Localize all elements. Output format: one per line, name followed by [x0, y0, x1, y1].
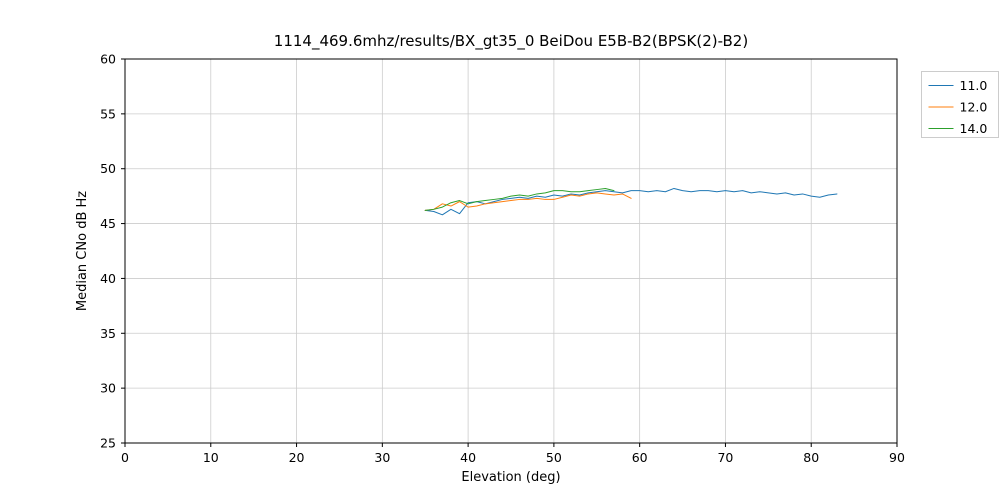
chart-title: 1114_469.6mhz/results/BX_gt35_0 BeiDou E…: [274, 32, 748, 51]
tick-layer: 0 10 20 30 40 50 60 70 80 90 25 30 35 40 45 50 55 60: [100, 52, 905, 466]
legend: 11.0 12.0 14.0: [921, 71, 999, 138]
x-tick-label: 90: [889, 450, 905, 465]
series-line-11.0: [424, 187, 838, 216]
series-layer: [424, 187, 838, 216]
x-tick-label: 20: [289, 450, 305, 465]
x-axis-label: Elevation (deg): [461, 470, 560, 485]
y-tick-label: 35: [100, 326, 116, 341]
x-tick-label: 50: [546, 450, 562, 465]
x-tick-label: 0: [121, 450, 129, 465]
y-tick-label: 45: [100, 216, 116, 231]
y-tick-label: 30: [100, 381, 116, 396]
x-tick-label: 70: [717, 450, 733, 465]
legend-label: 11.0: [960, 78, 988, 93]
y-tick-label: 40: [100, 271, 116, 286]
x-tick-label: 60: [632, 450, 648, 465]
y-tick-label: 50: [100, 161, 116, 176]
y-axis-label: Median CNo dB Hz: [75, 191, 90, 311]
x-tick-label: 30: [374, 450, 390, 465]
y-tick-label: 60: [100, 52, 116, 67]
x-tick-label: 80: [803, 450, 819, 465]
series-line-12.0: [424, 192, 632, 211]
legend-label: 14.0: [960, 121, 988, 136]
x-tick-label: 10: [203, 450, 219, 465]
grid-layer: [124, 58, 898, 444]
x-tick-label: 40: [460, 450, 476, 465]
y-tick-label: 55: [100, 106, 116, 121]
legend-box: [921, 71, 999, 138]
y-tick-label: 25: [100, 436, 116, 451]
legend-label: 12.0: [960, 100, 988, 115]
plot-border: [124, 58, 898, 444]
series-line-14.0: [424, 187, 615, 211]
